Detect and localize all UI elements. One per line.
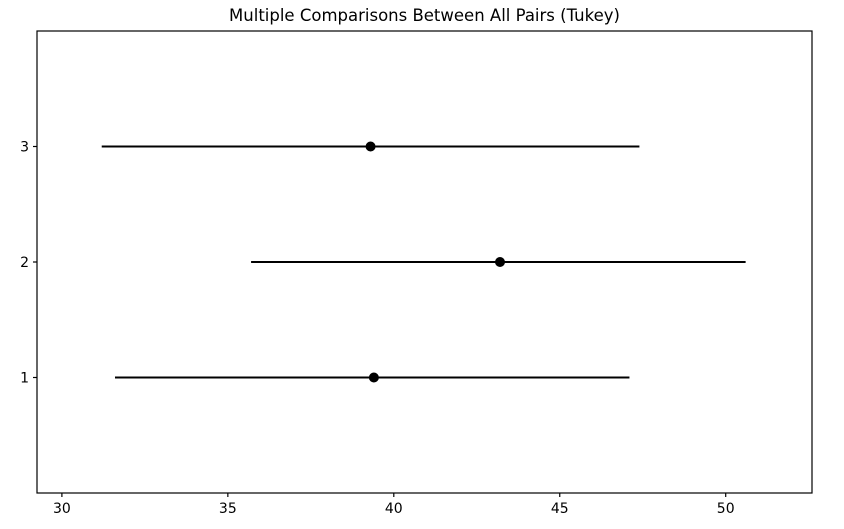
mean-dot <box>365 141 376 152</box>
x-tick-label: 45 <box>551 501 569 517</box>
y-tick-label: 1 <box>20 371 29 387</box>
y-tick-label: 2 <box>20 255 29 271</box>
mean-dot <box>495 257 506 267</box>
mean-dot <box>368 372 379 383</box>
x-tick-label: 30 <box>53 501 71 517</box>
y-tick-label: 3 <box>20 140 29 156</box>
x-tick-label: 35 <box>219 501 237 517</box>
x-tick-label: 40 <box>385 501 403 517</box>
x-tick-label: 50 <box>717 501 735 517</box>
chart-title: Multiple Comparisons Between All Pairs (… <box>229 6 620 25</box>
